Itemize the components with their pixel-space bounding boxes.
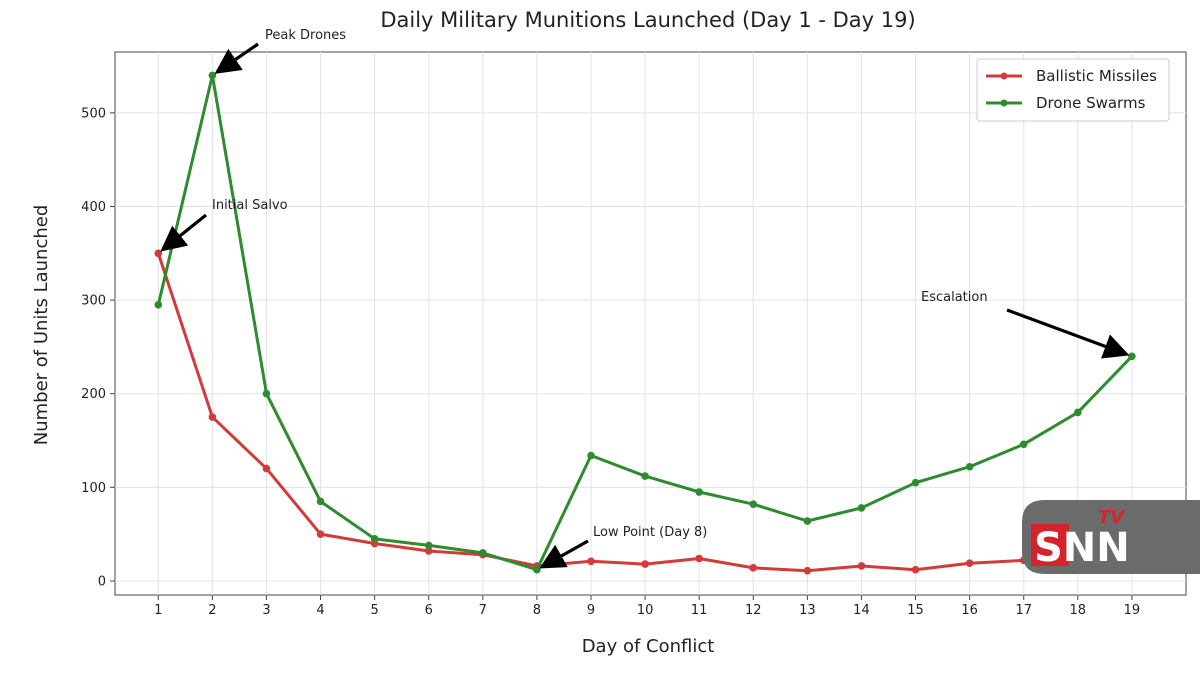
data-point-drone-swarms: [695, 488, 703, 496]
annotation-label: Low Point (Day 8): [593, 525, 707, 540]
annotation-label: Initial Salvo: [212, 198, 288, 213]
data-point-drone-swarms: [424, 541, 433, 550]
data-point-ballistic-missiles: [857, 562, 866, 570]
legend-label-ballistic: Ballistic Missiles: [1036, 67, 1157, 85]
x-tick-label: 1: [154, 603, 162, 618]
chart-title: Daily Military Munitions Launched (Day 1…: [380, 8, 915, 32]
data-point-drone-swarms: [857, 504, 866, 512]
x-tick-label: 15: [907, 603, 924, 618]
x-tick-label: 18: [1070, 603, 1087, 618]
annotation-arrow: [539, 539, 589, 569]
data-point-ballistic-missiles: [695, 554, 703, 563]
y-tick-label: 200: [81, 387, 106, 402]
x-tick-label: 4: [316, 603, 324, 618]
data-point-ballistic-missiles: [641, 560, 649, 568]
data-point-drone-swarms: [749, 500, 758, 508]
legend: Ballistic Missiles Drone Swarms: [976, 58, 1170, 122]
legend-marker-ballistic: [1000, 72, 1008, 80]
watermark-s-box: [1031, 524, 1069, 566]
data-point-drone-swarms: [803, 517, 812, 525]
watermark-main: SNN: [1034, 525, 1130, 571]
data-point-ballistic-missiles: [911, 565, 920, 574]
legend-box: [976, 58, 1170, 122]
y-axis-ticks: 0 100 200 300 400 500: [81, 106, 115, 589]
x-tick-label: 17: [1015, 603, 1032, 618]
x-axis-label: Day of Conflict: [582, 636, 715, 657]
legend-marker-drone: [1000, 99, 1008, 107]
x-axis-ticks: 1 2 3 4 5 6 7 8 9 10 11 12 13 14 15 16 17 18 19: [154, 595, 1140, 618]
x-tick-label: 6: [425, 603, 433, 618]
data-point-drone-swarms: [911, 478, 920, 487]
data-point-ballistic-missiles: [749, 564, 758, 572]
data-point-drone-swarms: [641, 472, 649, 480]
annotation-label: Escalation: [921, 290, 988, 305]
data-point-drone-swarms: [262, 389, 271, 398]
y-tick-label: 400: [81, 200, 106, 215]
x-tick-label: 11: [691, 603, 708, 618]
annotation-label: Peak Drones: [265, 28, 346, 43]
y-tick-label: 100: [81, 481, 106, 496]
annotations: Peak Drones Initial Salvo Low Point (Day 8…: [160, 28, 1130, 569]
x-tick-label: 7: [479, 603, 487, 618]
x-tick-label: 12: [745, 603, 762, 618]
x-tick-label: 10: [637, 603, 654, 618]
data-point-drone-swarms: [1074, 408, 1082, 417]
x-tick-label: 3: [262, 603, 270, 618]
plot-area: [114, 51, 1187, 596]
data-point-drone-swarms: [370, 535, 379, 543]
y-tick-label: 300: [81, 294, 106, 309]
x-tick-label: 14: [853, 603, 870, 618]
data-point-drone-swarms: [1128, 352, 1136, 361]
data-point-ballistic-missiles: [316, 530, 325, 538]
snn-tv-watermark: TV SNN: [1022, 500, 1200, 574]
data-point-ballistic-missiles: [154, 249, 163, 258]
data-point-drone-swarms: [154, 300, 163, 309]
annotation-arrow: [1006, 308, 1130, 359]
data-point-drone-swarms: [316, 497, 325, 506]
data-point-drone-swarms: [1019, 440, 1028, 449]
watermark-sub: TV: [1098, 507, 1126, 528]
y-axis-label: Number of Units Launched: [31, 205, 52, 446]
data-point-ballistic-missiles: [424, 547, 433, 555]
data-point-drone-swarms: [533, 565, 541, 574]
data-point-ballistic-missiles: [803, 566, 812, 575]
data-point-ballistic-missiles: [587, 557, 595, 566]
y-tick-label: 500: [81, 106, 106, 121]
data-point-ballistic-missiles: [208, 413, 217, 421]
x-tick-label: 19: [1124, 603, 1141, 618]
data-point-drone-swarms: [965, 462, 974, 471]
data-point-drone-swarms: [587, 451, 595, 460]
annotation-arrow: [160, 213, 208, 252]
x-tick-label: 16: [961, 603, 978, 618]
data-point-drone-swarms: [479, 549, 487, 557]
x-tick-label: 13: [799, 603, 816, 618]
data-point-drone-swarms: [208, 71, 217, 80]
legend-label-drone: Drone Swarms: [1036, 94, 1146, 112]
x-tick-label: 2: [208, 603, 216, 618]
data-point-ballistic-missiles: [262, 464, 271, 473]
annotation-arrow: [214, 42, 259, 74]
x-tick-label: 9: [587, 603, 595, 618]
data-point-ballistic-missiles: [965, 559, 974, 567]
y-tick-label: 0: [98, 574, 106, 589]
x-tick-label: 5: [370, 603, 378, 618]
x-tick-label: 8: [533, 603, 541, 618]
